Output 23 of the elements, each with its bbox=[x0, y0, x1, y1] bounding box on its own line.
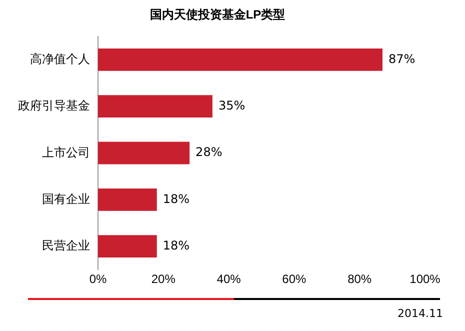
data-label: 18% bbox=[162, 238, 190, 252]
y-tick-label: 政府引导基金 bbox=[18, 98, 90, 113]
chart-title: 国内天使投资基金LP类型 bbox=[150, 8, 286, 22]
x-tick-label: 80% bbox=[348, 272, 372, 286]
bar bbox=[98, 48, 382, 71]
bar bbox=[98, 95, 212, 118]
data-label: 18% bbox=[162, 192, 190, 206]
y-tick-label: 上市公司 bbox=[42, 145, 90, 160]
y-tick-label: 高净值个人 bbox=[30, 52, 90, 66]
data-label: 35% bbox=[218, 98, 246, 112]
data-label: 28% bbox=[196, 145, 222, 160]
x-tick-label: 0% bbox=[89, 272, 107, 286]
bar bbox=[98, 235, 157, 258]
y-tick-label: 国有企业 bbox=[42, 192, 90, 206]
y-tick-label: 民营企业 bbox=[42, 238, 90, 253]
data-label: 87% bbox=[388, 52, 416, 66]
x-tick-label: 20% bbox=[151, 272, 176, 286]
x-tick-label: 40% bbox=[216, 272, 242, 286]
text: 2014.11 bbox=[398, 307, 443, 320]
x-tick-label: 60% bbox=[282, 272, 307, 286]
bar bbox=[98, 188, 157, 211]
x-tick-label: 100% bbox=[410, 272, 441, 286]
bar bbox=[98, 142, 190, 164]
